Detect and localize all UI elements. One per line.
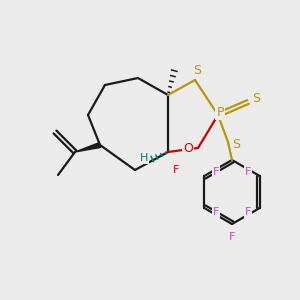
Text: F: F	[213, 207, 220, 217]
Text: S: S	[193, 64, 201, 77]
Text: F: F	[213, 167, 220, 177]
Text: F: F	[173, 165, 179, 175]
Text: S: S	[232, 137, 240, 151]
Text: F: F	[244, 167, 251, 177]
Text: F: F	[229, 232, 235, 242]
Text: H: H	[140, 153, 148, 163]
Text: F: F	[244, 207, 251, 217]
Text: S: S	[252, 92, 260, 104]
Text: P: P	[216, 106, 224, 118]
Text: O: O	[183, 142, 193, 154]
Polygon shape	[75, 142, 101, 152]
